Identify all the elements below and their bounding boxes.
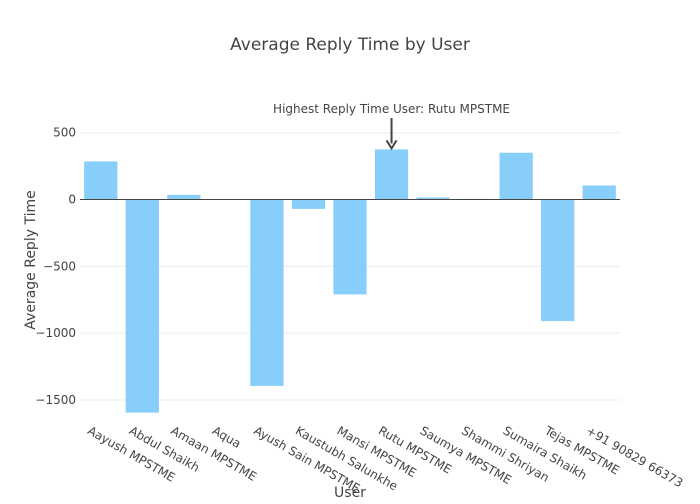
grid-layer (80, 132, 620, 401)
bars-layer (84, 149, 616, 413)
x-axis-label: User (334, 485, 366, 500)
annotation-layer: Highest Reply Time User: Rutu MPSTME (273, 102, 510, 151)
bar[interactable] (416, 197, 450, 200)
chart-title: Average Reply Time by User (230, 35, 470, 55)
bar[interactable] (167, 194, 201, 200)
y-tick-label: −1500 (35, 393, 76, 407)
y-tick-label: −500 (43, 259, 76, 273)
bar[interactable] (582, 185, 616, 200)
bar[interactable] (250, 199, 284, 386)
bar[interactable] (541, 199, 575, 322)
bar[interactable] (291, 199, 326, 209)
annotation-arrow-head (385, 139, 398, 151)
y-tick-label: 500 (53, 126, 76, 140)
y-axis-label: Average Reply Time (23, 190, 39, 329)
y-tick-label: 0 (68, 193, 76, 207)
bar[interactable] (84, 161, 118, 200)
annotation-text: Highest Reply Time User: Rutu MPSTME (273, 102, 510, 116)
y-tick-label: −1000 (35, 326, 76, 340)
bar[interactable] (499, 152, 533, 200)
bar[interactable] (333, 199, 367, 295)
bar[interactable] (374, 149, 409, 200)
bar[interactable] (125, 199, 159, 413)
